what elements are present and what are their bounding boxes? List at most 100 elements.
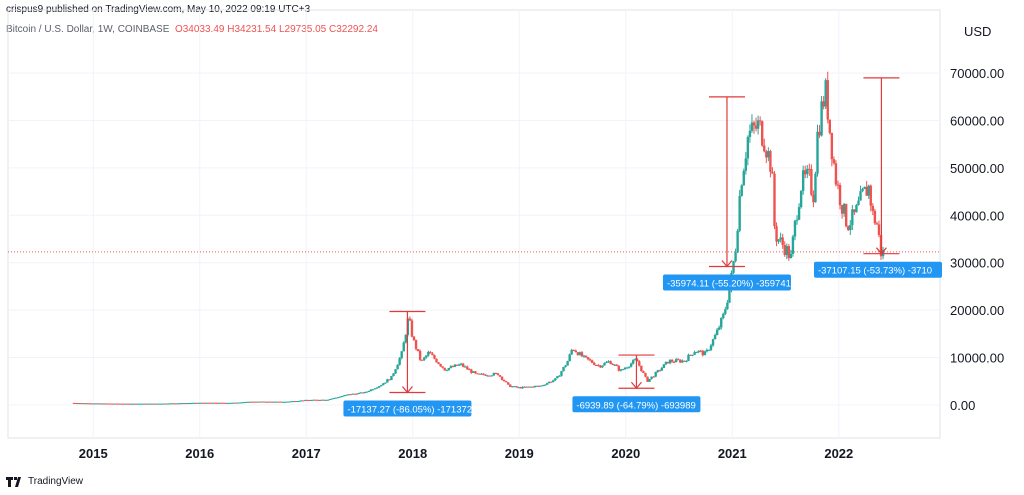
- candle-body: [699, 350, 702, 352]
- candle-body: [877, 224, 881, 236]
- candle-body: [509, 384, 512, 387]
- candle-body: [867, 185, 870, 196]
- candle-body: [722, 313, 725, 318]
- candle-body: [646, 376, 649, 382]
- candle-body: [82, 403, 86, 405]
- candle-body: [763, 145, 766, 152]
- candle-body: [812, 194, 815, 203]
- candle-body: [771, 171, 774, 174]
- candle-body: [541, 385, 545, 387]
- candle-body: [109, 403, 113, 405]
- drawdown-label-box: [572, 396, 701, 413]
- candle-body: [547, 381, 551, 384]
- candle-body: [144, 403, 147, 405]
- candle-body: [851, 209, 854, 226]
- candle-body: [85, 403, 88, 405]
- candle-body: [672, 361, 676, 363]
- candle-body: [564, 365, 567, 367]
- candle-body: [666, 361, 670, 364]
- candle-body: [91, 403, 94, 405]
- candle-body: [519, 387, 522, 389]
- candle-body: [586, 357, 590, 360]
- candle-body: [312, 399, 315, 401]
- candle-body: [603, 362, 606, 366]
- candle-body: [373, 388, 377, 390]
- candle-body: [658, 370, 661, 372]
- candle-body: [136, 403, 139, 405]
- x-tick-label: 2019: [505, 446, 534, 461]
- candle-body: [201, 402, 205, 404]
- candle-body: [255, 401, 258, 403]
- candle-body: [482, 373, 485, 375]
- candle-body: [273, 401, 276, 403]
- candle-body: [285, 401, 289, 403]
- candle-body: [334, 397, 338, 399]
- candle-body: [849, 225, 852, 230]
- candle-body: [838, 184, 842, 206]
- candle-body: [425, 355, 428, 358]
- candle-body: [511, 386, 514, 388]
- candle-body: [611, 363, 614, 365]
- candle-body: [461, 363, 465, 367]
- candle-body: [113, 403, 117, 405]
- candle-body: [226, 402, 229, 404]
- candle-body: [791, 236, 795, 254]
- candle-body: [783, 244, 786, 256]
- candle-body: [767, 151, 770, 158]
- candle-body: [808, 168, 811, 170]
- candle-body: [193, 402, 197, 404]
- candle-body: [513, 386, 516, 388]
- drawdown-label: -37107.15 (-53.73%) -3710: [818, 266, 932, 277]
- candle-body: [814, 173, 817, 203]
- candle-body: [185, 403, 188, 405]
- candle-body: [191, 402, 194, 404]
- candle-body: [328, 399, 332, 401]
- drawdown-arrow-icon: [875, 247, 887, 255]
- x-tick-label: 2016: [185, 446, 214, 461]
- candle-body: [300, 400, 303, 402]
- candle-body: [160, 403, 164, 405]
- candle-body: [638, 361, 641, 366]
- candle-body: [869, 185, 872, 206]
- y-tick-label: 30000.00: [950, 256, 1004, 271]
- candle-body: [322, 399, 326, 401]
- drawdown-arrow-icon: [401, 386, 413, 394]
- candle-body: [365, 391, 369, 393]
- candle-body: [789, 253, 793, 259]
- candle-body: [117, 403, 121, 405]
- candle-body: [750, 122, 754, 131]
- candle-body: [119, 403, 123, 405]
- candle-body: [277, 401, 280, 403]
- candle-body: [728, 289, 731, 303]
- candle-body: [271, 401, 274, 403]
- candle-body: [740, 185, 743, 196]
- candle-body: [101, 403, 104, 405]
- candle-body: [472, 371, 475, 373]
- candle-body: [871, 205, 875, 211]
- x-tick-label: 2022: [824, 446, 853, 461]
- candle-body: [126, 403, 129, 405]
- candle-body: [166, 403, 170, 405]
- candle-body: [179, 403, 182, 405]
- candle-body: [810, 169, 813, 195]
- candle-body: [466, 366, 469, 370]
- candle-body: [793, 220, 797, 237]
- candle-body: [332, 397, 336, 399]
- candle-body: [494, 372, 498, 374]
- candle-body: [330, 398, 334, 400]
- candle-body: [705, 349, 709, 352]
- candle-body: [785, 246, 788, 256]
- candle-body: [720, 317, 723, 328]
- candle-body: [644, 372, 647, 377]
- y-tick-label: 50000.00: [950, 161, 1004, 176]
- candle-body: [412, 336, 416, 341]
- candle-body: [404, 334, 407, 343]
- x-tick-label: 2020: [611, 446, 640, 461]
- candle-body: [232, 402, 235, 404]
- candle-body: [677, 359, 680, 361]
- candle-body: [158, 403, 162, 405]
- candle-body: [441, 366, 444, 368]
- candle-body: [87, 403, 90, 405]
- candle-body: [396, 364, 399, 370]
